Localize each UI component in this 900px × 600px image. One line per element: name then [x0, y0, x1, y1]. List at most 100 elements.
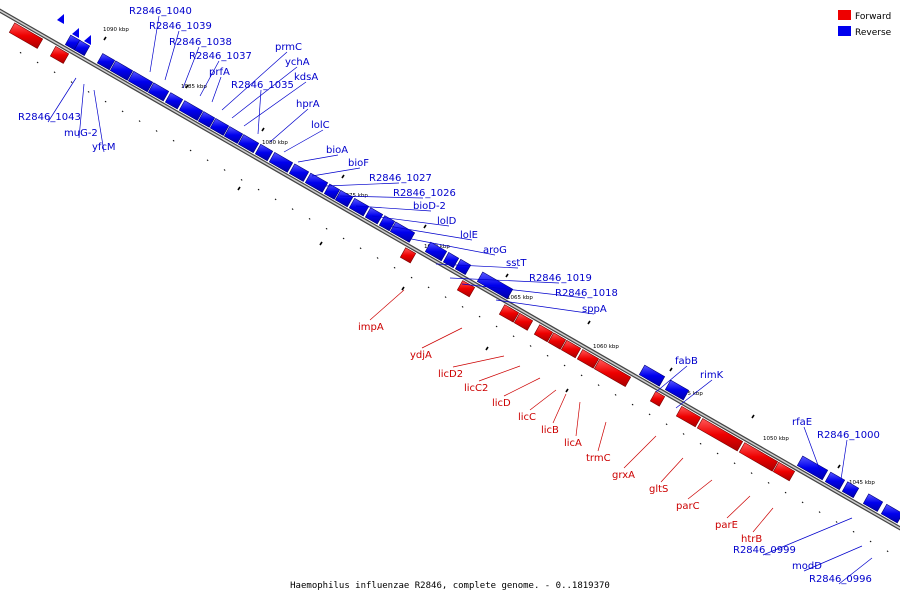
- reverse-gene-label: bioD-2: [413, 201, 446, 212]
- major-tick: [423, 224, 427, 229]
- reverse-label-leader: [231, 66, 298, 119]
- reverse-gene-fragment: [72, 28, 79, 38]
- legend-reverse-swatch: [838, 26, 851, 36]
- reverse-gene-label: yfcM: [92, 142, 116, 153]
- scale-tick: [495, 325, 498, 328]
- forward-gene-label: licA: [564, 438, 582, 449]
- scale-tick: [716, 452, 719, 455]
- major-tick: [341, 174, 345, 179]
- forward-gene-label: htrB: [741, 534, 762, 545]
- scale-tick: [70, 81, 73, 83]
- reverse-gene-block: [364, 207, 384, 225]
- reverse-gene-block: [197, 111, 216, 128]
- reverse-gene-fragment: [57, 14, 64, 24]
- reverse-label-leader: [803, 426, 823, 477]
- scale-tick: [869, 540, 872, 543]
- scale-tick: [121, 110, 124, 113]
- reverse-gene-block: [73, 39, 91, 57]
- reverse-label-leader: [339, 195, 424, 199]
- scale-tick: [257, 188, 260, 191]
- reverse-gene-label: kdsA: [294, 72, 318, 83]
- reverse-label-leader: [47, 77, 77, 123]
- forward-gene-block: [593, 358, 632, 388]
- scale-tick: [206, 159, 209, 162]
- reverse-gene-label: prfA: [209, 67, 230, 78]
- forward-gene-block: [649, 390, 666, 407]
- scale-tick: [325, 227, 328, 230]
- reverse-gene-label: lolC: [311, 120, 330, 131]
- reverse-gene-label: R2846_1039: [149, 21, 212, 32]
- scale-tick: [801, 501, 804, 504]
- reverse-label-leader: [803, 545, 863, 572]
- scale-tick: [529, 345, 532, 347]
- reverse-gene-label: R2846_1043: [18, 112, 81, 123]
- kbp-label: 1050 kbp: [763, 436, 789, 442]
- scale-tick: [87, 90, 90, 93]
- reverse-gene-block: [638, 364, 666, 387]
- reverse-gene-fragment: [84, 35, 91, 45]
- reverse-label-leader: [449, 277, 560, 284]
- forward-gene-block: [498, 304, 520, 323]
- forward-label-leader: [623, 435, 657, 469]
- scale-tick: [682, 433, 685, 435]
- forward-label-leader: [726, 495, 751, 519]
- reverse-label-leader: [655, 365, 688, 393]
- reverse-gene-block: [454, 258, 472, 276]
- scale-tick: [614, 393, 617, 396]
- scale-tick: [699, 442, 702, 445]
- reverse-label-leader: [199, 60, 220, 97]
- reverse-gene-label: R2846_0996: [809, 574, 872, 585]
- scale-tick: [631, 403, 634, 406]
- reverse-label-leader: [269, 108, 309, 143]
- reverse-label-leader: [838, 557, 873, 585]
- scale-tick: [597, 384, 600, 386]
- reverse-label-leader: [78, 83, 85, 139]
- forward-gene-label: trmC: [586, 453, 611, 464]
- reverse-gene-label: lolE: [460, 230, 478, 241]
- scale-tick: [291, 208, 294, 211]
- gene-labels: R2846_1040 R2846_1039 R2846_1038 R2846_1037…: [18, 6, 880, 585]
- scale-tick: [138, 120, 141, 123]
- reverse-gene-label: muG-2: [64, 128, 98, 139]
- scale-tick: [376, 257, 379, 259]
- legend-forward-swatch: [838, 10, 851, 20]
- forward-label-leader: [575, 401, 581, 437]
- major-tick: [237, 186, 241, 191]
- scale-tick: [478, 315, 481, 318]
- scale-tick: [818, 511, 821, 514]
- reverse-gene-block: [424, 241, 448, 262]
- map-caption: Haemophilus influenzae R2846, complete g…: [290, 581, 610, 591]
- reverse-label-leader: [461, 283, 586, 299]
- scale-tick: [104, 100, 107, 103]
- scale-tick: [835, 521, 838, 523]
- scale-tick: [852, 530, 855, 533]
- reverse-gene-block: [178, 100, 204, 121]
- kbp-label: 1090 kbp: [103, 27, 129, 33]
- forward-gene-label: gltS: [649, 484, 668, 495]
- reverse-label-leader: [405, 237, 496, 256]
- reverse-gene-block: [796, 455, 829, 481]
- scale-tick: [223, 169, 226, 171]
- forward-label-leader: [452, 355, 505, 368]
- reverse-gene-label: R2846_0999: [733, 545, 796, 556]
- reverse-gene-label: modD: [792, 561, 822, 572]
- reverse-gene-label: aroG: [483, 245, 507, 256]
- forward-label-leader: [687, 479, 713, 500]
- scale-tick: [155, 130, 158, 132]
- reverse-label-leader: [243, 81, 307, 127]
- reverse-gene-block: [880, 503, 900, 524]
- forward-gene-label: parC: [676, 501, 700, 512]
- forward-gene-block: [696, 418, 744, 452]
- reverse-gene-block: [147, 82, 170, 102]
- reverse-gene-label: R2846_1026: [393, 188, 456, 199]
- scale-tick: [784, 491, 787, 494]
- kbp-label: 1065 kbp: [507, 295, 533, 301]
- reverse-gene-label: hprA: [296, 99, 320, 110]
- scale-tick: [512, 335, 515, 338]
- reverse-gene-block: [127, 70, 154, 93]
- reverse-label-leader: [762, 517, 853, 556]
- forward-gene-block: [772, 461, 796, 482]
